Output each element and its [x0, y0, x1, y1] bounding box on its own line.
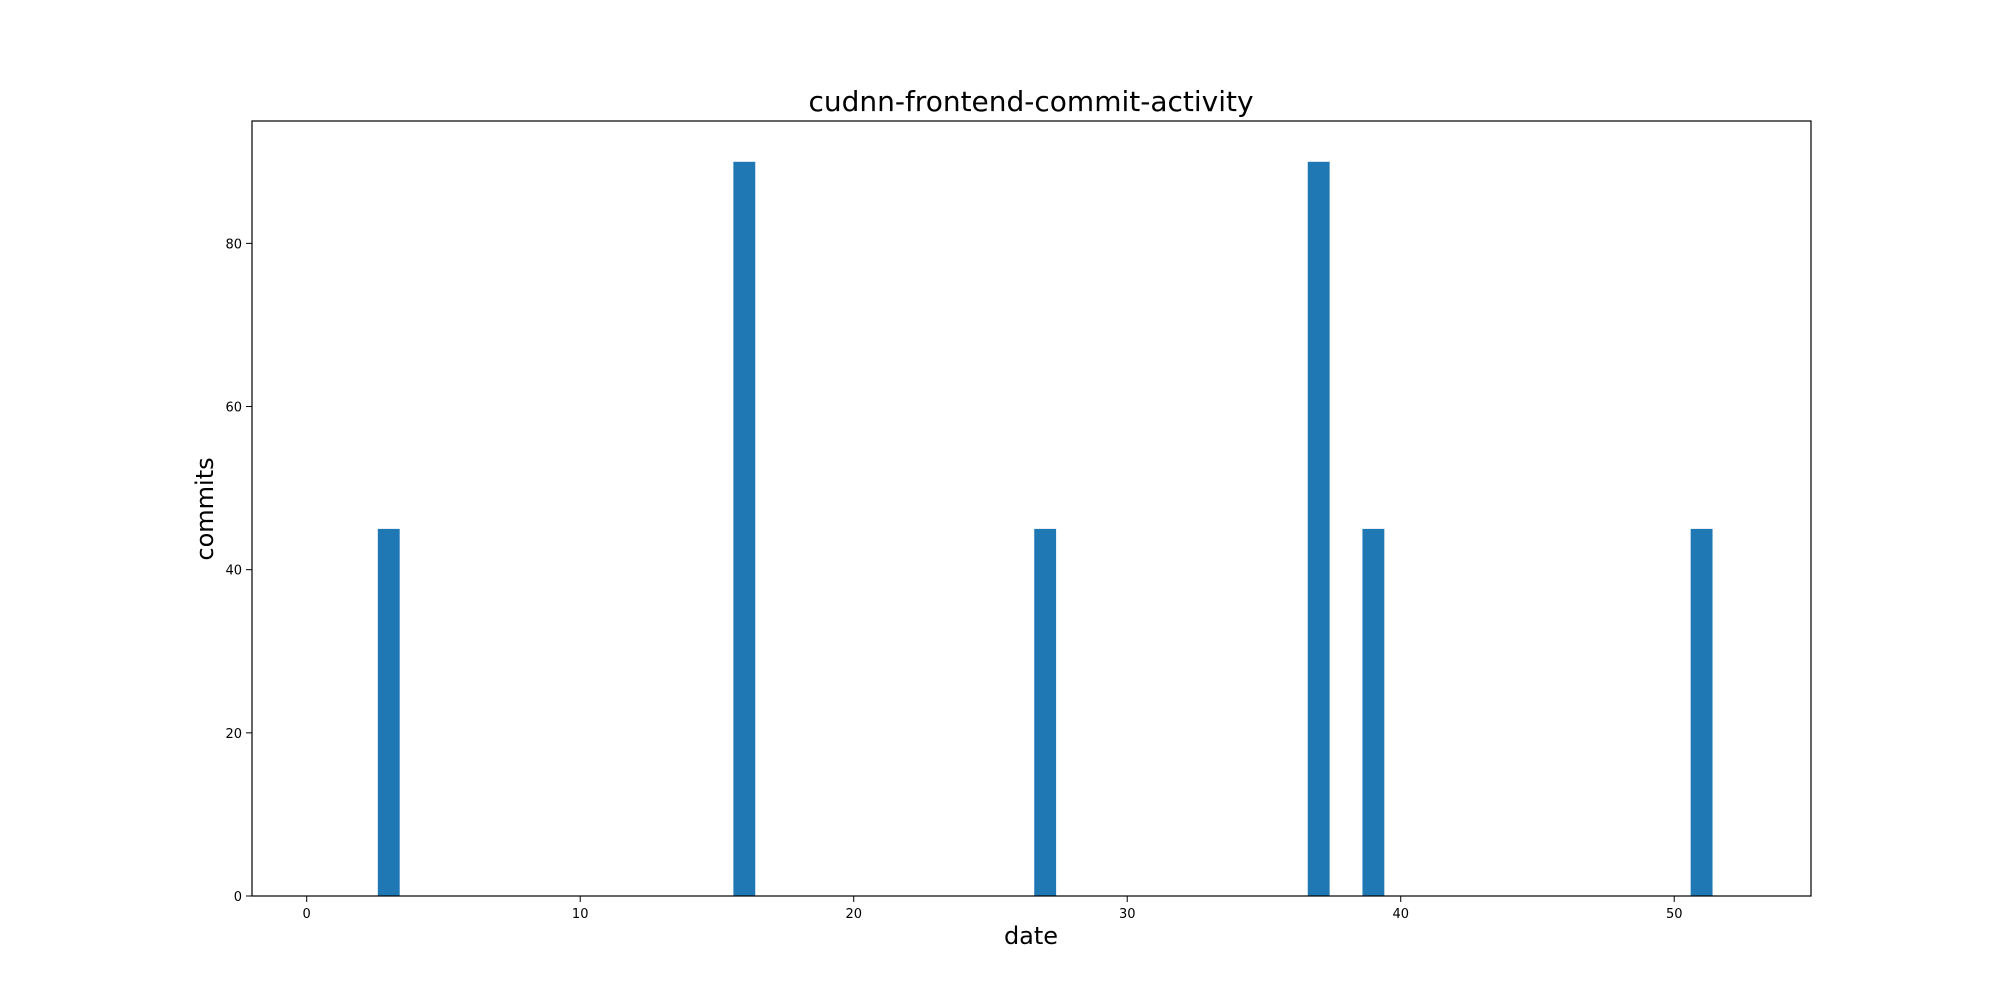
bar	[377, 528, 400, 896]
x-tick-label: 30	[1119, 907, 1136, 922]
y-axis-ticks: 0 20 40 60 80	[225, 237, 252, 905]
x-tick-label: 10	[572, 907, 589, 922]
bars-group	[377, 161, 1713, 896]
x-tick-label: 0	[303, 907, 311, 922]
bar	[733, 161, 756, 896]
y-tick-label: 40	[225, 564, 242, 579]
bar	[1362, 528, 1385, 896]
x-tick-label: 50	[1666, 907, 1683, 922]
y-tick-label: 60	[225, 401, 242, 416]
bar	[1307, 161, 1330, 896]
y-tick-label: 80	[225, 237, 242, 252]
x-axis-label: date	[1004, 922, 1058, 950]
y-tick-label: 0	[234, 890, 242, 905]
x-tick-label: 40	[1392, 907, 1409, 922]
y-axis-label: commits	[191, 457, 219, 560]
bar	[1690, 528, 1713, 896]
chart-title: cudnn-frontend-commit-activity	[808, 85, 1253, 118]
x-tick-label: 20	[845, 907, 862, 922]
bar	[1034, 528, 1057, 896]
plot-frame	[251, 120, 1812, 897]
x-axis-ticks: 0 10 20 30 40 50	[303, 896, 1683, 922]
y-tick-label: 20	[225, 727, 242, 742]
